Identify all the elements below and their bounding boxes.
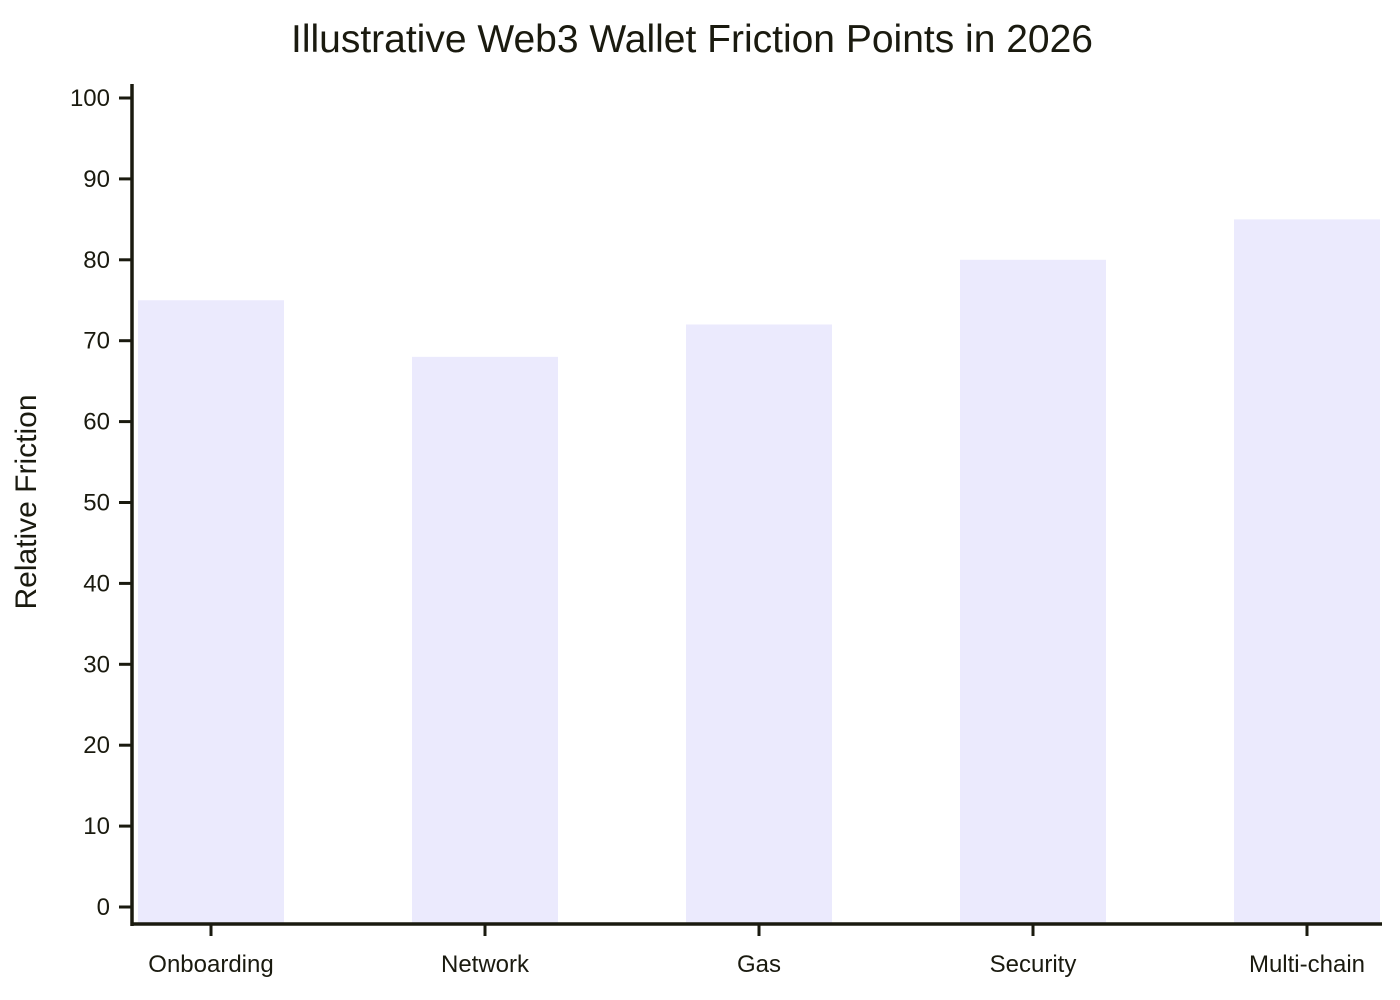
bar-onboarding <box>138 300 284 924</box>
y-tick-label: 10 <box>83 813 110 840</box>
bar-network <box>412 356 558 924</box>
y-tick-label: 0 <box>97 894 110 921</box>
x-tick-label: Gas <box>737 951 781 978</box>
bar-security <box>960 259 1106 924</box>
bars-group <box>138 219 1380 925</box>
y-tick-label: 70 <box>83 328 110 355</box>
y-tick-label: 50 <box>83 490 110 517</box>
y-tick-label: 40 <box>83 570 110 597</box>
y-tick-label: 90 <box>83 166 110 193</box>
y-axis-ticks: 0 10 20 30 40 50 60 70 80 90 100 <box>70 85 132 921</box>
bar-gas <box>686 324 832 924</box>
x-tick-label: Multi-chain <box>1249 951 1365 978</box>
y-tick-label: 60 <box>83 409 110 436</box>
y-tick-label: 20 <box>83 732 110 759</box>
bar-multi-chain <box>1234 219 1380 925</box>
y-tick-label: 100 <box>70 85 110 112</box>
x-axis-ticks: Onboarding Network Gas Security Multi-chain <box>148 924 1365 978</box>
x-tick-label: Onboarding <box>148 951 273 978</box>
y-tick-label: 30 <box>83 651 110 678</box>
x-tick-label: Network <box>441 951 530 978</box>
chart-title: Illustrative Web3 Wallet Friction Points… <box>291 18 1093 61</box>
y-tick-label: 80 <box>83 247 110 274</box>
y-axis-label: Relative Friction <box>10 394 43 609</box>
x-tick-label: Security <box>990 951 1077 978</box>
